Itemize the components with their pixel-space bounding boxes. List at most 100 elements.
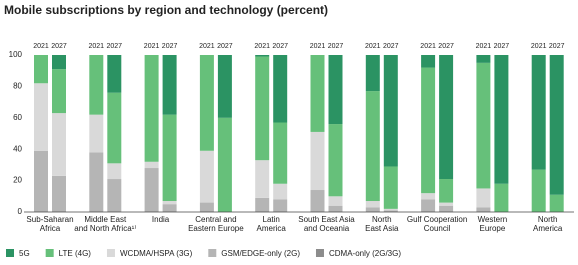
bar-segment xyxy=(34,83,48,151)
bar-segment xyxy=(365,55,380,92)
bar-segment xyxy=(52,113,66,176)
x-tick-label-line: South East Asia xyxy=(298,215,355,224)
bar-segment xyxy=(255,197,270,212)
bar-segment xyxy=(383,210,398,212)
year-label: 2027 xyxy=(272,43,288,50)
x-tick-label-line: Eastern Europe xyxy=(188,224,244,233)
legend-swatch xyxy=(315,249,324,257)
year-label: 2027 xyxy=(383,43,399,50)
year-label: 2021 xyxy=(420,43,436,50)
legend-label: WCDMA/HSPA (3G) xyxy=(120,249,193,258)
bar-segment xyxy=(549,194,564,212)
bar-segment xyxy=(365,91,380,202)
year-label: 2021 xyxy=(254,43,270,50)
bar-segment xyxy=(144,168,159,212)
bar-segment xyxy=(328,55,343,125)
y-tick-label: 20 xyxy=(13,176,22,185)
x-tick-label-line: Central and xyxy=(195,215,236,224)
year-label: 2021 xyxy=(476,43,492,50)
year-label: 2021 xyxy=(89,43,105,50)
legend-label: 5G xyxy=(19,249,30,258)
bar-segment xyxy=(476,188,491,208)
bar-segment xyxy=(383,166,398,209)
year-label: 2027 xyxy=(549,43,565,50)
x-tick-label-line: East Asia xyxy=(365,224,399,233)
year-label: 2027 xyxy=(438,43,454,50)
x-tick-label-line: North xyxy=(372,215,392,224)
x-tick-label-line: and North Africa¹⁾ xyxy=(74,224,136,233)
bar-segment xyxy=(421,199,436,212)
bar-segment xyxy=(273,183,288,200)
bar-segment xyxy=(107,55,122,93)
y-tick-label: 100 xyxy=(9,50,23,59)
bar-segment xyxy=(217,55,232,118)
x-tick-label: Central and Eastern Europe xyxy=(188,215,244,233)
bar-segment xyxy=(34,55,48,84)
bar-segment xyxy=(162,204,177,212)
bar-segment xyxy=(162,114,177,202)
bar-segment xyxy=(531,55,546,170)
chart-title: Mobile subscriptions by region and techn… xyxy=(4,3,328,17)
x-tick-label-line: Council xyxy=(424,224,451,233)
bar-segment xyxy=(162,201,177,205)
bar-segment xyxy=(89,152,104,212)
bar-segment xyxy=(310,55,325,132)
bar-segment xyxy=(89,55,104,115)
x-tick-label-line: Gulf Cooperation xyxy=(407,215,467,224)
legend-label: LTE (4G) xyxy=(59,249,92,258)
x-tick-label: Gulf Cooperation Council xyxy=(407,215,467,233)
bar-segment xyxy=(365,207,380,212)
bar-segment xyxy=(255,160,270,198)
legend-swatch xyxy=(106,249,115,257)
y-tick-label: 0 xyxy=(18,207,23,216)
bar-segment xyxy=(52,55,66,70)
x-tick-label-line: Africa xyxy=(40,224,61,233)
bar-segment xyxy=(421,55,436,68)
year-label: 2021 xyxy=(310,43,326,50)
x-tick-label: North America xyxy=(533,215,563,233)
year-label: 2027 xyxy=(51,43,67,50)
bar-segment xyxy=(107,92,122,164)
bar-segment xyxy=(52,69,66,114)
bar-segment xyxy=(52,175,66,212)
year-label: 2027 xyxy=(217,43,233,50)
bar-segment xyxy=(107,163,122,180)
x-tick-label: Sub-Saharan Africa xyxy=(26,215,73,233)
bar-segment xyxy=(310,190,325,212)
x-tick-label: Latin America xyxy=(257,215,287,233)
bar-segment xyxy=(476,62,491,189)
bar-segment xyxy=(89,114,104,153)
x-tick-label-line: Sub-Saharan xyxy=(26,215,73,224)
legend-swatch xyxy=(45,249,54,257)
x-tick-label: India xyxy=(152,215,170,224)
bar-segment xyxy=(34,150,48,212)
x-tick-label: Middle East and North Africa¹⁾ xyxy=(74,215,136,233)
year-label: 2021 xyxy=(199,43,215,50)
bar-segment xyxy=(310,131,325,191)
y-tick-label: 40 xyxy=(13,144,22,153)
bar-segment xyxy=(494,183,509,212)
year-label: 2027 xyxy=(494,43,510,50)
year-label: 2021 xyxy=(531,43,547,50)
bar-segment xyxy=(476,207,491,212)
bar-segment xyxy=(328,124,343,197)
x-tick-label-line: and Oceania xyxy=(304,224,350,233)
x-tick-label: Western Europe xyxy=(478,215,508,233)
legend-label: GSM/EDGE-only (2G) xyxy=(221,249,300,258)
x-tick-label-line: North xyxy=(538,215,558,224)
bar-segment xyxy=(273,199,288,212)
year-label: 2027 xyxy=(162,43,178,50)
bar-segment xyxy=(365,201,380,208)
year-label: 2021 xyxy=(144,43,160,50)
bar-segment xyxy=(255,55,270,57)
year-label: 2027 xyxy=(328,43,344,50)
x-tick-label-line: Latin xyxy=(263,215,280,224)
legend-swatch xyxy=(6,249,14,257)
bar-segment xyxy=(421,67,436,194)
bar-segment xyxy=(199,202,214,212)
bar-segment xyxy=(328,205,343,212)
bar-segment xyxy=(439,202,454,206)
x-tick-label: South East Asia and Oceania xyxy=(298,215,355,233)
bar-segment xyxy=(421,193,436,200)
